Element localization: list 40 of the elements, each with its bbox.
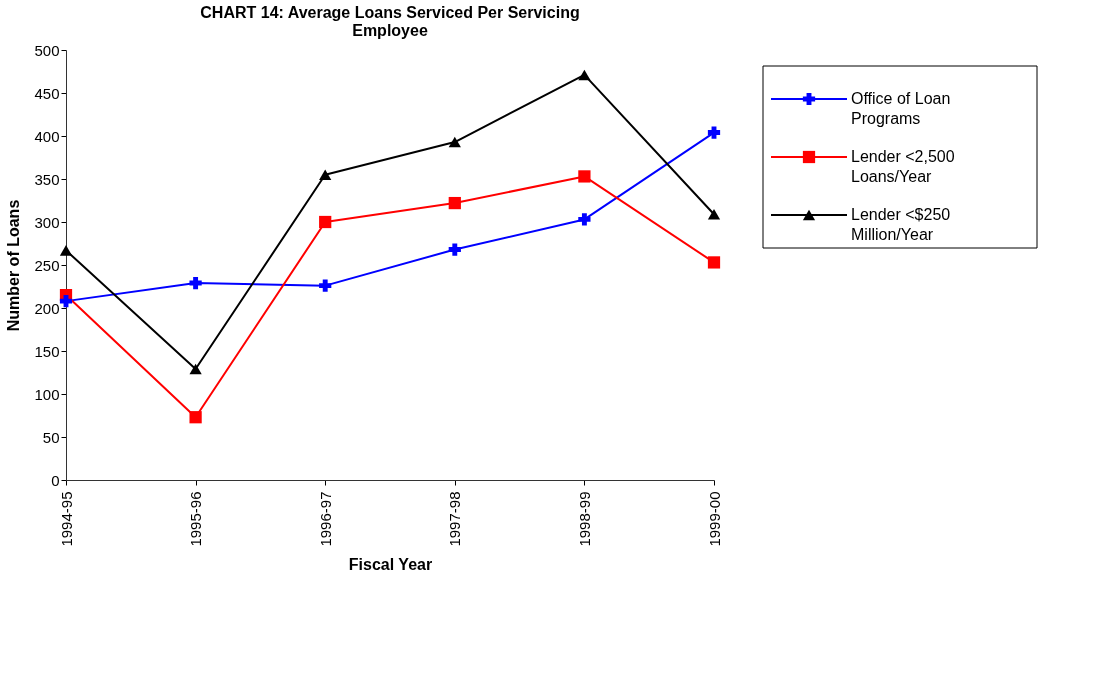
point	[189, 276, 202, 290]
point	[448, 243, 461, 256]
point	[59, 295, 73, 308]
point	[319, 169, 332, 180]
point	[578, 213, 591, 226]
chart-title: CHART 14: Average Loans Serviced Per Servicing Employee	[200, 4, 580, 39]
y-tick-label: 100	[34, 385, 60, 403]
y-tick-label: 300	[34, 213, 60, 231]
point	[448, 136, 461, 148]
point	[707, 256, 721, 269]
point	[578, 69, 591, 81]
y-tick-label: 450	[34, 84, 60, 102]
y-axis-title: Number of Loans	[5, 199, 23, 332]
legend-label: Lender <2,500 Loans/Year	[851, 148, 955, 185]
y-tick-label: 350	[34, 170, 60, 188]
legend-label: Lender <$250 Million/Year	[851, 206, 951, 243]
y-tick-label: 0	[51, 471, 60, 489]
y-tick-label: 150	[34, 342, 60, 360]
point	[578, 170, 591, 183]
x-tick-label: 1996-97	[316, 491, 334, 547]
y-tick-label: 200	[34, 299, 60, 317]
point	[448, 196, 461, 210]
y-tick-label: 500	[34, 41, 60, 59]
x-tick-label: 1999-00	[705, 491, 723, 547]
y-tick-label: 50	[42, 428, 60, 446]
y-tick-label: 400	[34, 127, 60, 145]
point	[319, 215, 332, 229]
point	[707, 126, 721, 139]
point	[59, 245, 73, 256]
point	[189, 363, 202, 375]
point	[319, 279, 332, 292]
point	[189, 411, 202, 424]
x-tick-label: 1995-96	[187, 491, 205, 547]
y-tick-label: 250	[34, 256, 60, 274]
x-tick-label: 1998-99	[575, 491, 593, 547]
x-tick-label: 1997-98	[446, 491, 464, 547]
legend-label: Office of Loan Programs	[851, 90, 951, 127]
point	[707, 208, 721, 220]
x-axis-title: Fiscal Year	[348, 555, 433, 573]
x-tick-label: 1994-95	[57, 491, 75, 547]
